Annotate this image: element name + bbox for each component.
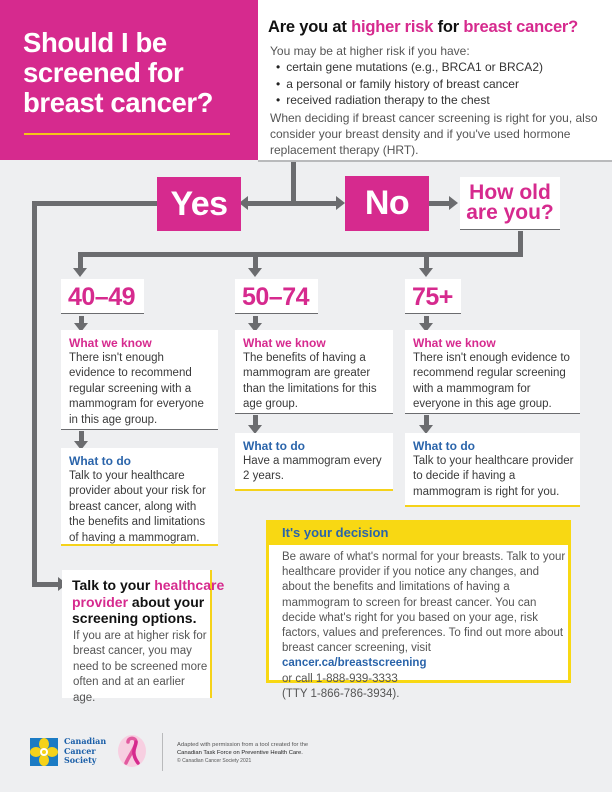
- age-question-box: How old are you?: [460, 177, 560, 230]
- title-underline: [24, 133, 230, 135]
- footer-credit: Adapted with permission from a tool crea…: [177, 742, 309, 764]
- risk-heading: Are you at higher risk for breast cancer…: [268, 18, 579, 36]
- risk-intro: You may be at higher risk if you have:: [270, 44, 470, 58]
- connector-line: [32, 201, 37, 586]
- card-text: Talk to your healthcare provider about y…: [69, 470, 206, 544]
- decision-title: It's your decision: [282, 525, 389, 540]
- arrow-down-icon: [419, 268, 433, 277]
- yes-box: Yes: [157, 177, 241, 231]
- connector-line: [429, 201, 449, 206]
- what-we-know-card: What we know There isn't enough evidence…: [61, 330, 218, 430]
- list-item: certain gene mutations (e.g., BRCA1 or B…: [276, 60, 543, 77]
- talk-card-body: If you are at higher risk for breast can…: [73, 630, 208, 704]
- title-line: breast cancer?: [23, 87, 214, 118]
- age-group-40-49: 40–49: [61, 279, 144, 314]
- connector-line: [424, 252, 429, 269]
- age-group-75-plus: 75+: [405, 279, 461, 314]
- what-we-know-card: What we know There isn't enough evidence…: [405, 330, 580, 414]
- card-heading: What we know: [413, 336, 496, 350]
- arrow-left-icon: [239, 196, 248, 210]
- connector-line: [518, 231, 523, 256]
- tty-number: (TTY 1-866-786-3934).: [282, 687, 400, 700]
- connector-line: [78, 252, 83, 269]
- page-title: Should I be screened for breast cancer?: [23, 28, 253, 118]
- what-to-do-card: What to do Have a mammogram every 2 year…: [235, 433, 393, 491]
- card-text: Have a mammogram every 2 years.: [243, 455, 382, 483]
- connector-line: [246, 201, 338, 206]
- age-group-50-74: 50–74: [235, 279, 318, 314]
- card-heading: What to do: [69, 454, 131, 468]
- talk-card-title: Talk to your healthcare provider about y…: [72, 577, 225, 626]
- card-text: There isn't enough evidence to recommend…: [69, 352, 204, 426]
- daffodil-logo-icon: [30, 738, 58, 766]
- connector-line: [424, 316, 429, 324]
- no-box: No: [345, 176, 429, 231]
- connector-line: [291, 162, 296, 202]
- risk-panel-divider: [258, 160, 612, 162]
- card-heading: What to do: [243, 439, 305, 453]
- decision-header: [266, 520, 571, 545]
- connector-line: [424, 415, 429, 426]
- risk-note: When deciding if breast cancer screening…: [270, 111, 598, 157]
- decision-body: Be aware of what's normal for your breas…: [282, 550, 567, 702]
- what-to-do-card: What to do Talk to your healthcare provi…: [61, 448, 218, 546]
- connector-line: [32, 582, 59, 587]
- what-to-do-card: What to do Talk to your healthcare provi…: [405, 433, 580, 507]
- card-text: The benefits of having a mammogram are g…: [243, 352, 377, 411]
- connector-line: [78, 252, 523, 257]
- screening-link[interactable]: cancer.ca/breastscreening: [282, 657, 427, 670]
- arrow-down-icon: [419, 425, 433, 434]
- card-text: Talk to your healthcare provider to deci…: [413, 455, 574, 498]
- connector-line: [79, 316, 84, 324]
- what-we-know-card: What we know The benefits of having a ma…: [235, 330, 393, 414]
- list-item: received radiation therapy to the chest: [276, 93, 543, 110]
- arrow-right-icon: [336, 196, 345, 210]
- connector-line: [253, 415, 258, 426]
- org-name: Canadian Cancer Society: [64, 736, 107, 765]
- card-heading: What we know: [243, 336, 326, 350]
- arrow-down-icon: [73, 268, 87, 277]
- arrow-down-icon: [248, 268, 262, 277]
- arrow-down-icon: [419, 323, 433, 332]
- title-line: screened for: [23, 57, 184, 88]
- footer-divider: [162, 733, 163, 771]
- card-text: There isn't enough evidence to recommend…: [413, 352, 570, 411]
- phone-number: or call 1-888-939-3333: [282, 672, 398, 685]
- connector-line: [253, 252, 258, 269]
- arrow-down-icon: [248, 425, 262, 434]
- title-line: Should I be: [23, 27, 167, 58]
- connector-line: [253, 316, 258, 324]
- card-heading: What we know: [69, 336, 152, 350]
- card-heading: What to do: [413, 439, 475, 453]
- arrow-right-icon: [449, 196, 458, 210]
- arrow-down-icon: [74, 323, 88, 332]
- connector-line: [79, 431, 84, 442]
- list-item: a personal or family history of breast c…: [276, 77, 543, 94]
- arrow-down-icon: [248, 323, 262, 332]
- arrow-down-icon: [74, 441, 88, 450]
- connector-line: [32, 201, 157, 206]
- risk-factor-list: certain gene mutations (e.g., BRCA1 or B…: [276, 60, 543, 110]
- talk-to-provider-card: [62, 570, 212, 698]
- pink-ribbon-icon: [116, 734, 148, 768]
